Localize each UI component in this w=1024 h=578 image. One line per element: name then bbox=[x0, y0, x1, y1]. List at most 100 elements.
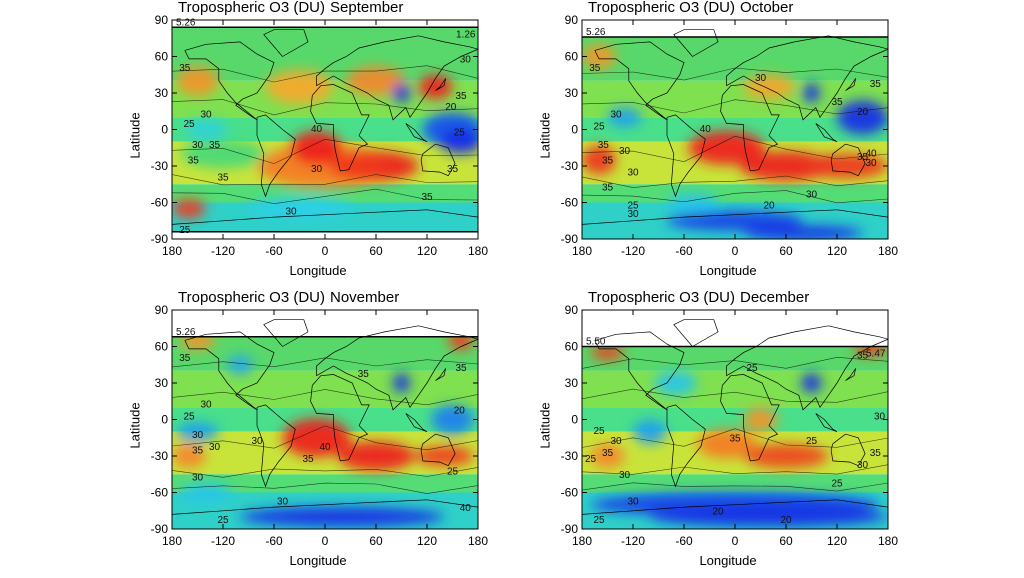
ozone-anomaly bbox=[329, 153, 389, 179]
coastline bbox=[405, 413, 428, 433]
contour-line bbox=[582, 428, 888, 448]
contour-line bbox=[172, 425, 478, 451]
coastline bbox=[726, 325, 888, 411]
contour-line bbox=[172, 99, 478, 116]
ozone-anomaly bbox=[240, 507, 444, 527]
contour-label: 35 bbox=[870, 79, 882, 90]
contour-line bbox=[582, 482, 888, 492]
coastline bbox=[310, 374, 370, 462]
contour-line bbox=[172, 482, 478, 494]
contour-label: 30 bbox=[285, 207, 297, 218]
x-tick-label: -120 bbox=[211, 244, 235, 258]
ozone-anomalies bbox=[172, 330, 474, 527]
contour-label: 35 bbox=[455, 363, 467, 374]
contour-label: 35 bbox=[455, 91, 467, 102]
contour-label: 35 bbox=[729, 433, 741, 444]
ozone-anomaly bbox=[337, 441, 415, 471]
contour-label: 25 bbox=[593, 515, 605, 526]
contour-label: 30 bbox=[865, 158, 877, 169]
y-tick-label: 30 bbox=[155, 376, 169, 390]
x-tick-label: 180 bbox=[468, 244, 488, 258]
contour-line bbox=[582, 135, 888, 163]
coastline bbox=[172, 499, 478, 515]
ozone-anomaly bbox=[654, 370, 697, 396]
contour-line bbox=[172, 188, 478, 205]
x-tick-label: -60 bbox=[675, 534, 693, 548]
contour-label: 30 bbox=[610, 109, 622, 120]
contour-label: 35 bbox=[179, 63, 191, 74]
contour-label: 35 bbox=[421, 192, 433, 203]
x-tick-label: 60 bbox=[779, 534, 793, 548]
contour-label: 30 bbox=[619, 470, 631, 481]
map-overlay: 3530353025303540303035204030353035202535… bbox=[561, 13, 899, 258]
contour-line bbox=[172, 357, 478, 368]
x-tick-label: 60 bbox=[779, 244, 793, 258]
coastline bbox=[263, 319, 309, 347]
coastline bbox=[594, 41, 685, 121]
x-tick-label: -120 bbox=[211, 534, 235, 548]
coastline bbox=[435, 78, 447, 91]
edge-label: 5.26 bbox=[176, 17, 196, 28]
contour-label: 35 bbox=[857, 152, 869, 163]
y-tick-label: -90 bbox=[561, 522, 579, 536]
edge-label: 5.50 bbox=[586, 337, 606, 348]
y-tick-label: 0 bbox=[161, 123, 168, 137]
x-tick-label: -60 bbox=[265, 534, 283, 548]
map-plot: 3530353025303540303035204030353035202535… bbox=[561, 13, 899, 258]
contour-label: 25 bbox=[627, 201, 639, 212]
ozone-anomaly bbox=[743, 74, 795, 100]
ozone-anomaly bbox=[667, 211, 803, 231]
ozone-field bbox=[582, 20, 888, 239]
contour-label: 30 bbox=[251, 436, 263, 447]
ozone-anomaly bbox=[803, 83, 820, 103]
y-tick-label: -90 bbox=[151, 522, 169, 536]
x-tick-label: 120 bbox=[417, 534, 437, 548]
month-text: September bbox=[330, 0, 404, 16]
y-tick-label: 90 bbox=[155, 303, 169, 317]
coastline bbox=[256, 404, 296, 488]
y-tick-label: -90 bbox=[151, 232, 169, 246]
ozone-anomaly bbox=[227, 355, 253, 375]
ozone-band bbox=[172, 20, 478, 81]
coastline bbox=[420, 433, 456, 467]
contour-label: 35 bbox=[602, 448, 614, 459]
ozone-anomaly bbox=[393, 373, 410, 393]
map-panel-december: Tropospheric O3 (DU) December 25 35 30 25 35… bbox=[530, 289, 899, 578]
contour-label: 20 bbox=[712, 506, 724, 517]
ozone-band bbox=[172, 184, 478, 203]
y-tick-label: 0 bbox=[571, 413, 578, 427]
x-tick-label: -120 bbox=[621, 244, 645, 258]
contour-label: 30 bbox=[874, 412, 886, 423]
contour-label: 30 bbox=[192, 140, 204, 151]
contour-label: 35 bbox=[831, 97, 843, 108]
ozone-anomaly bbox=[743, 225, 863, 239]
contour-label: 30 bbox=[610, 436, 622, 447]
ozone-anomaly bbox=[439, 129, 478, 154]
y-tick-label: 90 bbox=[565, 13, 579, 27]
contour-label: 25 bbox=[183, 412, 195, 423]
map-panel-september: Tropospheric O3 (DU) September 35 30 35 25 3… bbox=[120, 0, 489, 288]
no-data-region-north bbox=[582, 310, 888, 347]
contour-label: 25 bbox=[593, 122, 605, 133]
x-tick-label: -120 bbox=[621, 534, 645, 548]
ozone-field bbox=[582, 310, 888, 529]
contour-label: 25 bbox=[183, 119, 195, 130]
contour-label: 25 bbox=[831, 478, 843, 489]
x-tick-label: 180 bbox=[162, 534, 182, 548]
coastline bbox=[172, 209, 478, 225]
y-tick-label: 30 bbox=[155, 86, 169, 100]
y-tick-label: -90 bbox=[561, 232, 579, 246]
contour-line bbox=[582, 175, 888, 188]
contour-label: 35 bbox=[188, 156, 200, 167]
ozone-anomaly bbox=[431, 404, 474, 435]
title-text: Tropospheric O3 (DU) bbox=[178, 0, 325, 16]
ozone-anomaly bbox=[176, 421, 219, 442]
y-tick-label: -30 bbox=[151, 159, 169, 173]
contour-line bbox=[172, 138, 478, 164]
x-tick-label: 0 bbox=[732, 534, 739, 548]
contour-label: 30 bbox=[200, 109, 212, 120]
contour-line bbox=[172, 389, 478, 406]
x-tick-label: 60 bbox=[369, 534, 383, 548]
map-overlay: 35303525303540303530352025353035255.261.… bbox=[151, 13, 489, 258]
contour-label: 25 bbox=[746, 363, 758, 374]
